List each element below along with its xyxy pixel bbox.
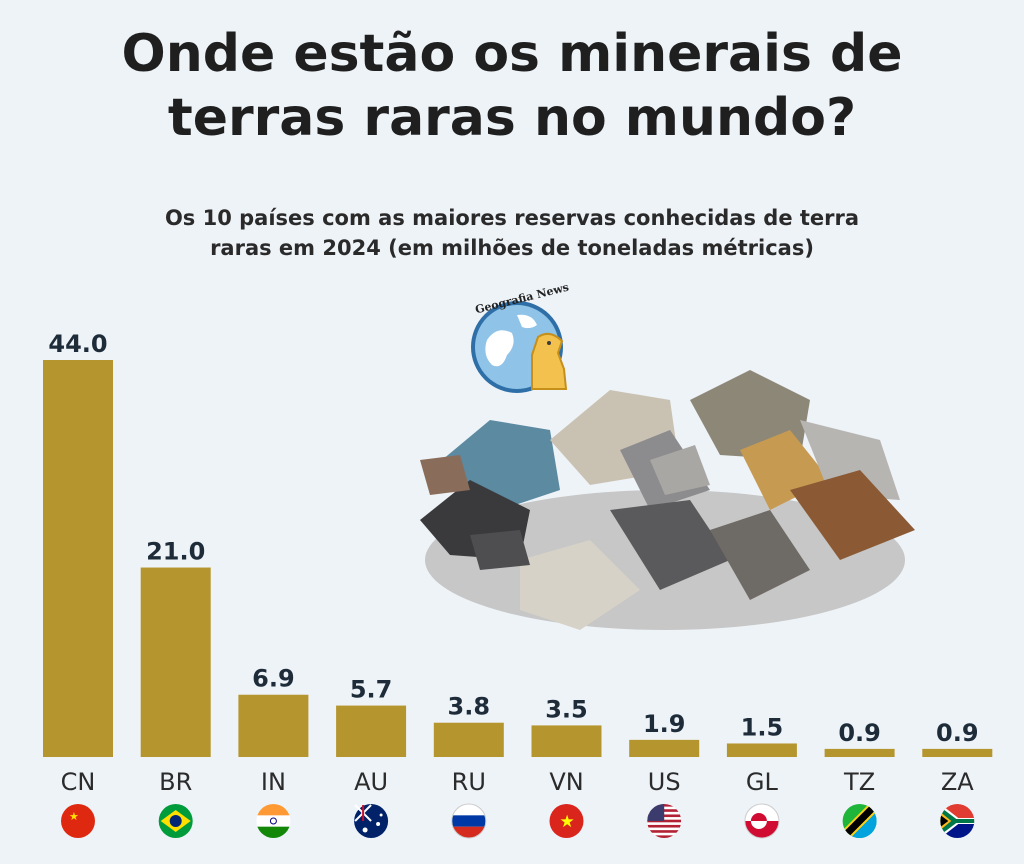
- rare-earth-minerals-image: [420, 370, 915, 630]
- tick-label-ru: RU: [452, 768, 486, 796]
- value-label-vn: 3.5: [545, 695, 588, 723]
- flag-greenland-icon: [744, 803, 780, 839]
- bar-vn: [531, 725, 602, 757]
- flag-south-africa-icon: [940, 804, 975, 838]
- geografia-news-logo: [471, 301, 568, 393]
- tick-label-tz: TZ: [843, 768, 875, 796]
- bar-za: [922, 748, 993, 757]
- flag-australia-icon: [354, 804, 389, 838]
- page-title: Onde estão os minerais de terras raras n…: [0, 22, 1024, 150]
- flag-usa-icon: [647, 804, 682, 838]
- tick-label-au: AU: [354, 768, 388, 796]
- svg-text:★: ★: [560, 812, 575, 832]
- subtitle-line-2: raras em 2024 (em milhões de toneladas m…: [210, 236, 814, 260]
- flag-china-icon: ★: [61, 804, 95, 838]
- bar-gl: [726, 743, 797, 757]
- value-label-br: 21.0: [146, 538, 205, 566]
- value-label-au: 5.7: [350, 676, 393, 704]
- value-label-za: 0.9: [936, 719, 979, 747]
- flag-brazil-icon: [158, 804, 193, 838]
- value-label-us: 1.9: [643, 710, 686, 738]
- svg-text:★: ★: [69, 810, 79, 823]
- bar-br: [140, 567, 211, 757]
- title-line-2: terras raras no mundo?: [167, 88, 857, 148]
- bar-us: [629, 739, 700, 757]
- flag-vietnam-icon: ★: [549, 804, 584, 838]
- bar-au: [336, 705, 407, 757]
- bar-ru: [433, 722, 504, 757]
- bar-cn: [43, 360, 113, 757]
- subtitle-line-1: Os 10 países com as maiores reservas con…: [164, 206, 860, 230]
- value-label-cn: 44.0: [48, 330, 107, 358]
- bar-tz: [824, 748, 895, 757]
- page-subtitle: Os 10 países com as maiores reservas con…: [100, 203, 924, 263]
- tick-label-za: ZA: [941, 768, 974, 796]
- title-line-1: Onde estão os minerais de: [121, 24, 903, 84]
- value-label-tz: 0.9: [838, 719, 881, 747]
- flag-india-icon: [256, 804, 291, 838]
- bar-in: [238, 694, 309, 757]
- value-label-in: 6.9: [252, 665, 295, 693]
- tick-label-vn: VN: [549, 768, 583, 796]
- tick-label-us: US: [648, 768, 681, 796]
- tick-label-br: BR: [159, 768, 192, 796]
- tick-label-in: IN: [261, 768, 286, 796]
- flag-russia-icon: [451, 803, 487, 839]
- flag-tanzania-icon: [842, 804, 877, 838]
- tick-label-gl: GL: [746, 768, 779, 796]
- value-label-ru: 3.8: [448, 693, 491, 721]
- tick-label-cn: CN: [61, 768, 96, 796]
- value-label-gl: 1.5: [741, 713, 784, 741]
